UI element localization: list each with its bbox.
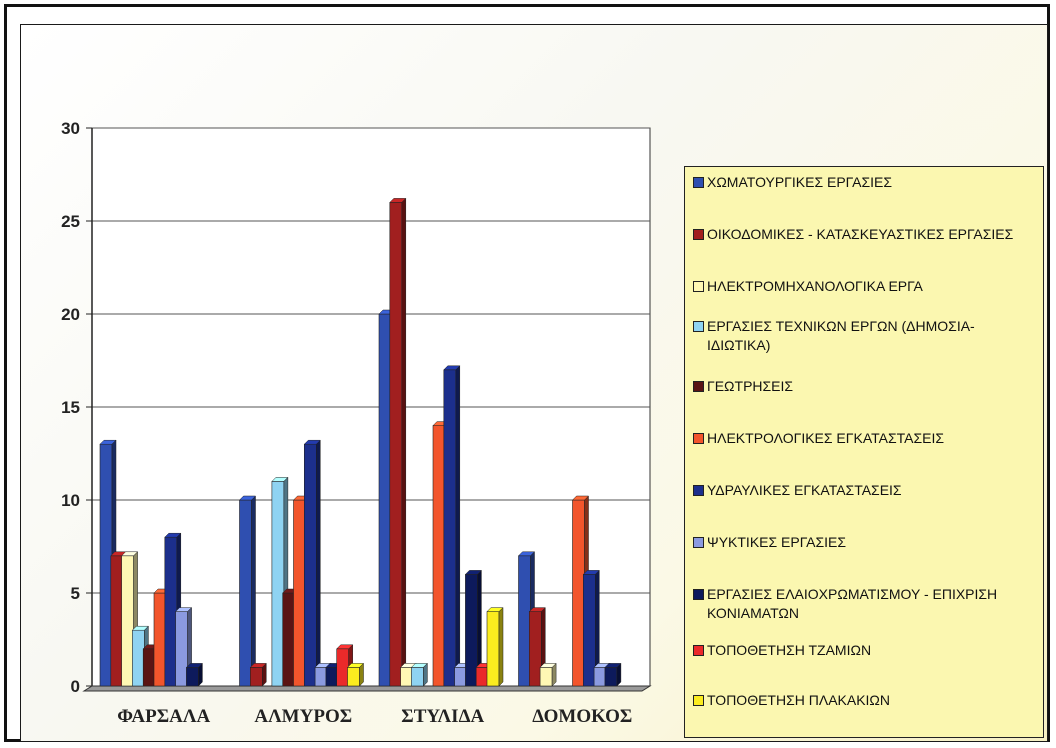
- y-tick-label: 25: [61, 212, 80, 231]
- legend-item: ΟΙΚΟΔΟΜΙΚΕΣ - ΚΑΤΑΣΚΕΥΑΣΤΙΚΕΣ ΕΡΓΑΣΙΕΣ: [693, 225, 1033, 244]
- chart-floor: [82, 685, 652, 692]
- legend-item: ΗΛΕΚΤΡΟΜΗΧΑΝΟΛΟΓΙΚΑ ΕΡΓΑ: [693, 277, 1033, 296]
- bar: [121, 555, 134, 687]
- bars: [99, 197, 622, 687]
- bar: [539, 667, 553, 687]
- bar: [593, 667, 607, 687]
- y-tick-label: 0: [71, 677, 80, 696]
- legend-label: ΤΟΠΟΘΕΤΗΣΗ ΠΛΑΚΑΚΙΩΝ: [707, 692, 891, 708]
- bar: [378, 313, 392, 687]
- y-tick-label: 20: [61, 305, 80, 324]
- y-tick-label: 5: [71, 584, 80, 603]
- bar: [443, 369, 457, 687]
- legend-item: ΕΡΓΑΣΙΕΣ ΤΕΧΝΙΚΩΝ ΕΡΓΩΝ (ΔΗΜΟΣΙΑ-ΙΔΙΩΤΙΚ…: [693, 317, 1033, 355]
- legend-label: ΗΛΕΚΤΡΟΛΟΓΙΚΕΣ ΕΓΚΑΤΑΣΤΑΣΕΙΣ: [707, 430, 945, 446]
- legend-item: ΥΔΡΑΥΛΙΚΕΣ ΕΓΚΑΤΑΣΤΑΣΕΙΣ: [693, 481, 1033, 500]
- y-tick-label: 30: [61, 119, 80, 138]
- bar-side: [316, 439, 321, 687]
- bar: [518, 555, 531, 687]
- legend-item: ΓΕΩΤΡΗΣΕΙΣ: [693, 377, 1033, 396]
- bar: [400, 667, 413, 687]
- bar-side: [359, 662, 364, 687]
- bar: [454, 667, 467, 687]
- bar: [293, 499, 306, 687]
- legend-item: ΗΛΕΚΤΡΟΛΟΓΙΚΕΣ ΕΓΚΑΤΑΣΤΑΣΕΙΣ: [693, 429, 1033, 448]
- bar: [186, 667, 199, 687]
- bar: [239, 499, 252, 687]
- y-tick-label: 15: [61, 398, 80, 417]
- bar: [582, 574, 596, 687]
- bar: [528, 611, 542, 687]
- legend-label: ΨΥΚΤΙΚΕΣ ΕΡΓΑΣΙΕΣ: [707, 534, 847, 550]
- legend-swatch: [693, 485, 704, 496]
- legend-label: ΓΕΩΤΡΗΣΕΙΣ: [707, 378, 794, 394]
- bar-side: [551, 662, 557, 687]
- legend-swatch: [693, 433, 704, 444]
- bar: [336, 648, 350, 687]
- legend-item: ΤΟΠΟΘΕΤΗΣΗ ΠΛΑΚΑΚΙΩΝ: [693, 691, 1033, 710]
- bar: [604, 667, 618, 687]
- bar-side: [423, 662, 428, 687]
- bar: [347, 667, 360, 687]
- bar: [465, 574, 478, 687]
- legend-label: ΤΟΠΟΘΕΤΗΣΗ ΤΖΑΜΙΩΝ: [707, 642, 872, 658]
- legend-label: ΥΔΡΑΥΛΙΚΕΣ ΕΓΚΑΤΑΣΤΑΣΕΙΣ: [707, 482, 902, 498]
- bar: [314, 667, 328, 687]
- bar: [325, 667, 339, 687]
- gridlines: [91, 127, 651, 687]
- legend-item: ΤΟΠΟΘΕΤΗΣΗ ΤΖΑΜΙΩΝ: [693, 641, 1033, 660]
- bar-side: [455, 365, 461, 687]
- bar-side: [616, 662, 622, 687]
- tick-labels: 0 5 10 15 20 25 30 ΦΑΡΣΑΛΑ ΑΛΜΥΡΟΣ ΣΤΥΛΙΔΑ ΔΟΜΟΚΟΣ: [61, 119, 632, 727]
- bar: [99, 443, 113, 687]
- x-tick-label: ΑΛΜΥΡΟΣ: [254, 706, 352, 727]
- bar: [153, 592, 167, 687]
- legend-label: ΗΛΕΚΤΡΟΜΗΧΑΝΟΛΟΓΙΚΑ ΕΡΓΑ: [707, 278, 923, 294]
- legend-swatch: [693, 177, 704, 188]
- legend-swatch: [693, 537, 704, 548]
- bar: [389, 202, 403, 687]
- legend-label: ΕΡΓΑΣΙΕΣ ΕΛΑΙΟΧΡΩΜΑΤΙΣΜΟΥ - ΕΠΙΧΡΙΣΗ ΚΟΝ…: [707, 586, 998, 621]
- bar-side: [251, 495, 256, 687]
- legend-item: ΕΡΓΑΣΙΕΣ ΕΛΑΙΟΧΡΩΜΑΤΙΣΜΟΥ - ΕΠΙΧΡΙΣΗ ΚΟΝ…: [693, 585, 1033, 623]
- bar: [175, 611, 188, 687]
- legend-swatch: [693, 381, 704, 392]
- legend: ΧΩΜΑΤΟΥΡΓΙΚΕΣ ΕΡΓΑΣΙΕΣ ΟΙΚΟΔΟΜΙΚΕΣ - ΚΑΤΑ…: [684, 166, 1044, 738]
- legend-label: ΟΙΚΟΔΟΜΙΚΕΣ - ΚΑΤΑΣΚΕΥΑΣΤΙΚΕΣ ΕΡΓΑΣΙΕΣ: [707, 226, 1014, 242]
- bar: [110, 555, 124, 687]
- bar: [475, 667, 489, 687]
- legend-swatch: [693, 321, 704, 332]
- bar: [250, 667, 263, 687]
- bar-side: [198, 662, 203, 687]
- legend-swatch: [693, 281, 704, 292]
- bar: [142, 648, 156, 687]
- bar: [432, 425, 446, 687]
- bar-side: [401, 197, 407, 687]
- legend-swatch: [693, 229, 704, 240]
- bar: [271, 481, 285, 687]
- bar: [572, 499, 585, 687]
- legend-swatch: [693, 695, 704, 706]
- legend-label: ΧΩΜΑΤΟΥΡΓΙΚΕΣ ΕΡΓΑΣΙΕΣ: [707, 174, 892, 190]
- bar: [132, 629, 145, 687]
- x-tick-label: ΦΑΡΣΑΛΑ: [117, 706, 210, 727]
- y-tick-label: 10: [61, 491, 80, 510]
- x-tick-label: ΔΟΜΟΚΟΣ: [532, 706, 632, 727]
- bar: [164, 536, 178, 687]
- legend-item: ΧΩΜΑΤΟΥΡΓΙΚΕΣ ΕΡΓΑΣΙΕΣ: [693, 173, 1033, 192]
- legend-swatch: [693, 645, 704, 656]
- bar: [303, 443, 317, 687]
- legend-item: ΨΥΚΤΙΚΕΣ ΕΡΓΑΣΙΕΣ: [693, 533, 1033, 552]
- bar: [411, 667, 424, 687]
- x-tick-label: ΣΤΥΛΙΔΑ: [401, 706, 484, 727]
- bar: [282, 592, 296, 687]
- legend-swatch: [693, 589, 704, 600]
- legend-label: ΕΡΓΑΣΙΕΣ ΤΕΧΝΙΚΩΝ ΕΡΓΩΝ (ΔΗΜΟΣΙΑ-ΙΔΙΩΤΙΚ…: [707, 318, 975, 353]
- bar-side: [498, 606, 504, 687]
- bar: [486, 611, 500, 687]
- bar-side: [262, 662, 267, 687]
